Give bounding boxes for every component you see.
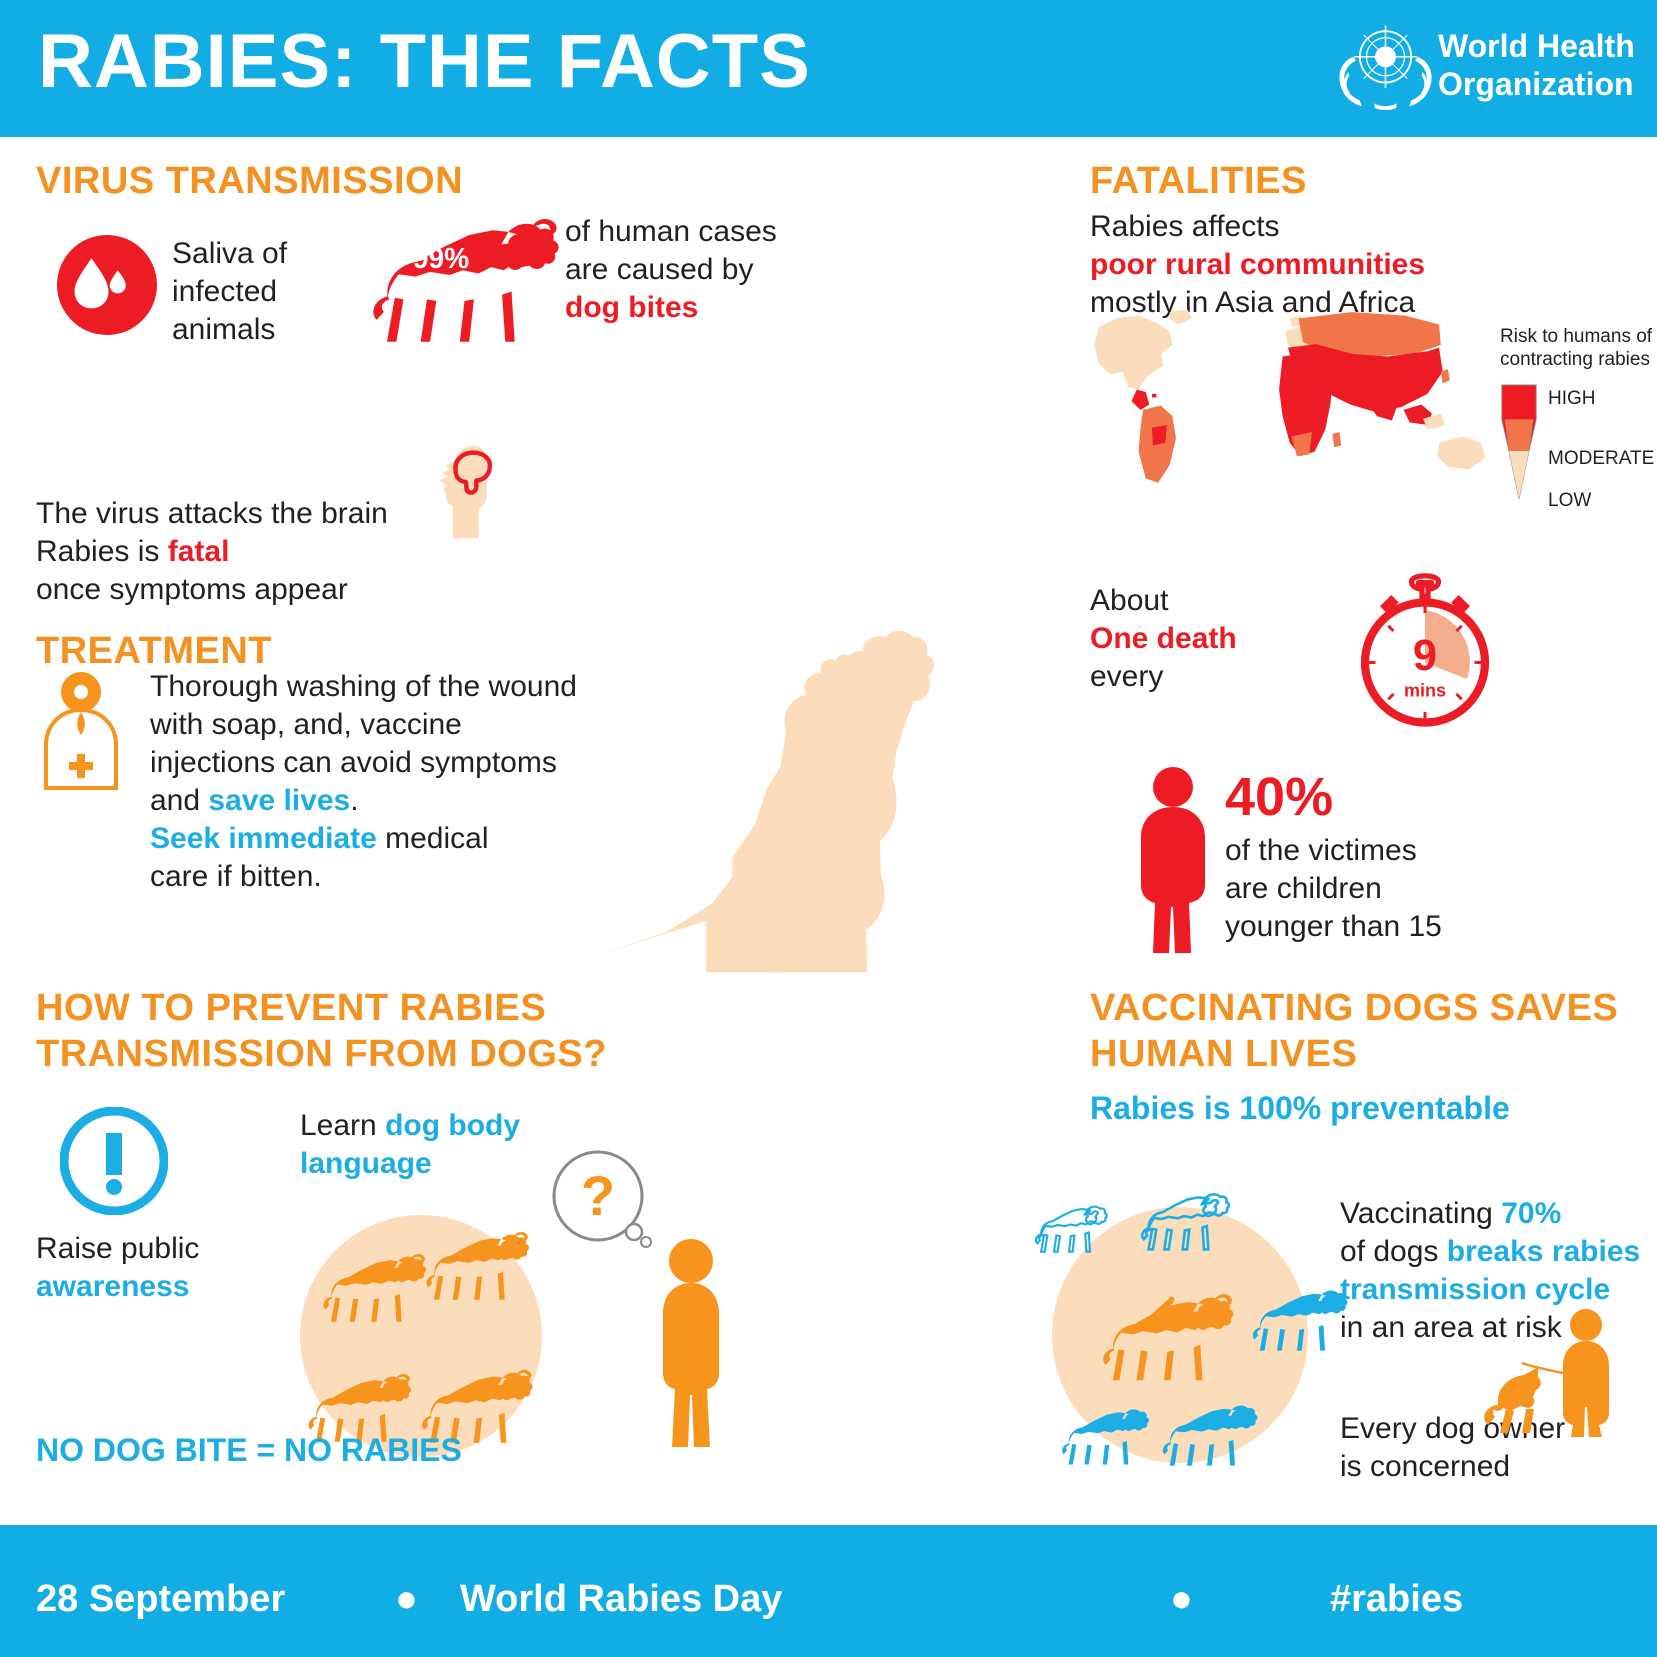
svg-text:99%: 99% [413,242,469,274]
svg-text:mins: mins [1404,680,1446,700]
svg-text:9: 9 [1413,632,1437,680]
svg-text:?: ? [581,1164,615,1227]
